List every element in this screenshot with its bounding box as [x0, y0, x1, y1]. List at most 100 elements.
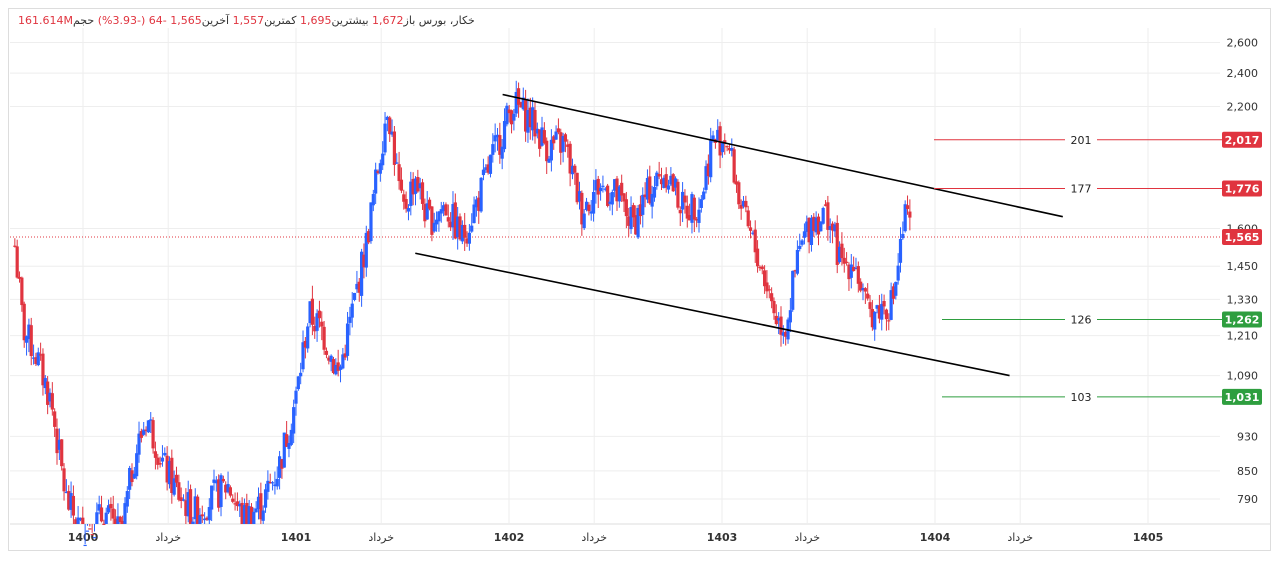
candle-body [50, 393, 54, 410]
candle-body [294, 390, 298, 404]
candle-body [460, 225, 464, 242]
candle-body [165, 455, 169, 483]
candle-body [563, 134, 568, 142]
candle-body [470, 225, 474, 232]
candle-body [203, 518, 207, 521]
y-tick-label: 1,450 [1227, 260, 1259, 273]
candle-body [221, 478, 225, 482]
price-level-badge-label: 2,017 [1225, 134, 1260, 147]
candle-body [486, 164, 490, 173]
candle-body [317, 310, 322, 319]
candle-body [193, 496, 197, 520]
candle-body [676, 181, 680, 208]
candle-body [200, 514, 204, 517]
candle-body [116, 516, 120, 524]
candle-body [800, 240, 804, 245]
candle-body [388, 117, 392, 135]
candle-body [177, 482, 181, 500]
y-tick-label: 790 [1237, 493, 1258, 506]
candle-body [828, 226, 832, 230]
candle-body [432, 222, 436, 232]
candle-body [505, 105, 509, 125]
candle-body [524, 100, 528, 132]
candle-body [235, 501, 240, 507]
candle-body [638, 204, 643, 217]
x-tick-label: 1405 [1133, 531, 1164, 544]
candle-body [135, 453, 139, 477]
candle-body [596, 178, 600, 195]
price-level-count: 201 [1071, 134, 1092, 147]
candle-body [737, 182, 741, 205]
candle-body [777, 318, 781, 321]
candle-body [699, 199, 703, 208]
candle-body [224, 484, 228, 493]
candle-body [184, 500, 188, 516]
open-value: 1,672 [372, 14, 404, 27]
candle-body [671, 174, 675, 192]
candle-body [146, 420, 150, 433]
candle-body [842, 257, 846, 264]
candle-body [256, 496, 261, 509]
candle-body [615, 178, 619, 202]
ohlc-legend: خکار، بورس باز1,672 بیشترین1,695 کمترین1… [18, 14, 475, 27]
price-level-count: 126 [1071, 313, 1092, 326]
candle-body [78, 517, 83, 521]
candle-body [854, 268, 858, 270]
candle-body [870, 308, 874, 328]
candle-body [570, 165, 575, 175]
candle-body [488, 154, 493, 174]
candle-body [449, 221, 453, 228]
y-tick-label: 1,330 [1227, 293, 1259, 306]
candle-body [542, 130, 546, 144]
candle-body [81, 517, 85, 524]
candle-body [877, 305, 882, 319]
candle-body [55, 428, 59, 454]
change-value: -64 [148, 14, 167, 27]
candle-body [875, 305, 879, 309]
candle-body [477, 197, 481, 211]
candle-body [540, 127, 544, 146]
candle-body [837, 246, 842, 263]
candle-body [500, 146, 504, 159]
candle-body [758, 266, 762, 269]
candle-body [566, 144, 570, 147]
candle-body [102, 523, 106, 525]
candle-body [816, 216, 821, 235]
change-percent: (-3.93%) [97, 14, 146, 27]
candle-body [528, 107, 532, 128]
candle-body [195, 496, 200, 524]
candle-body [261, 510, 265, 521]
candle-body [53, 411, 57, 427]
candle-body [254, 508, 258, 513]
candle-body [856, 266, 860, 284]
candle-body [748, 227, 753, 231]
candle-body [908, 211, 912, 218]
candle-body [367, 231, 371, 243]
candle-body [315, 313, 319, 331]
candle-body [383, 123, 387, 153]
candle-body [896, 265, 900, 281]
candle-body [622, 193, 626, 202]
candle-body [591, 192, 596, 214]
candle-body [641, 194, 645, 215]
candle-body [673, 178, 678, 188]
candle-body [484, 167, 488, 170]
candle-body [765, 282, 769, 292]
candle-body [334, 364, 338, 375]
candle-body [634, 215, 638, 235]
candle-body [631, 205, 635, 218]
close-label: آخرین [201, 14, 230, 27]
candle-body [413, 178, 418, 194]
candle-body [121, 520, 125, 524]
candle-body [662, 177, 666, 188]
candle-body [313, 325, 317, 332]
candle-body [514, 91, 518, 114]
candle-body [29, 325, 33, 357]
candle-body [664, 174, 668, 188]
candle-body [36, 352, 40, 366]
candle-body [723, 140, 727, 143]
candle-body [784, 331, 788, 337]
candle-body [289, 429, 293, 445]
